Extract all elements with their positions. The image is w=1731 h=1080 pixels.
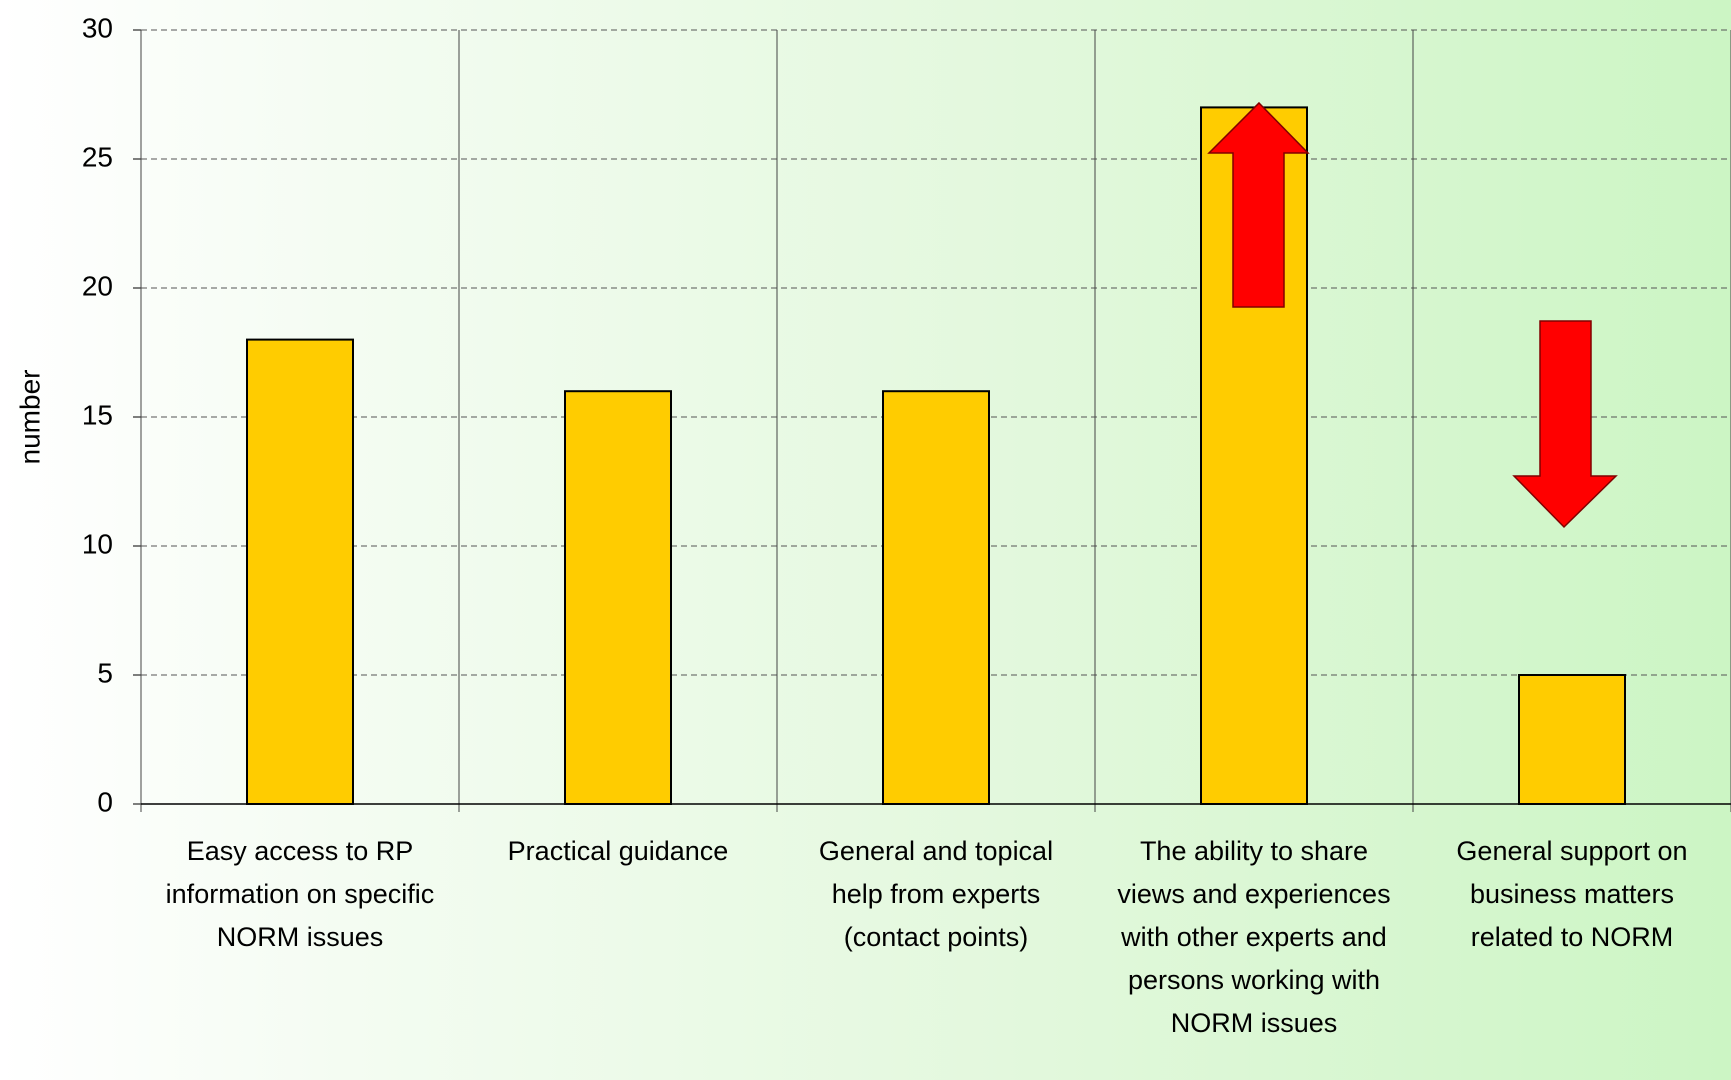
y-tick-label: 15 — [82, 399, 113, 430]
y-tick-label: 0 — [97, 786, 113, 817]
bar — [246, 338, 354, 805]
y-tick-label: 25 — [82, 141, 113, 172]
y-tick-label: 5 — [97, 657, 113, 688]
y-tick-label: 30 — [82, 12, 113, 43]
x-tick-label: Practical guidance — [507, 836, 729, 866]
y-axis-label: number — [14, 370, 45, 465]
bar — [564, 390, 672, 805]
y-tick-label: 10 — [82, 528, 113, 559]
down-arrow — [1512, 320, 1618, 529]
x-tick-label: General and topical help from experts (c… — [818, 836, 1054, 952]
x-tick-label: Easy access to RP information on specifi… — [165, 836, 435, 952]
x-tick-label: General support on business matters rela… — [1456, 836, 1688, 952]
x-tick-label: The ability to share views and experienc… — [1117, 836, 1391, 1038]
bar — [882, 390, 990, 805]
up-arrow — [1207, 101, 1310, 308]
y-tick-label: 20 — [82, 270, 113, 301]
bar — [1518, 674, 1626, 805]
